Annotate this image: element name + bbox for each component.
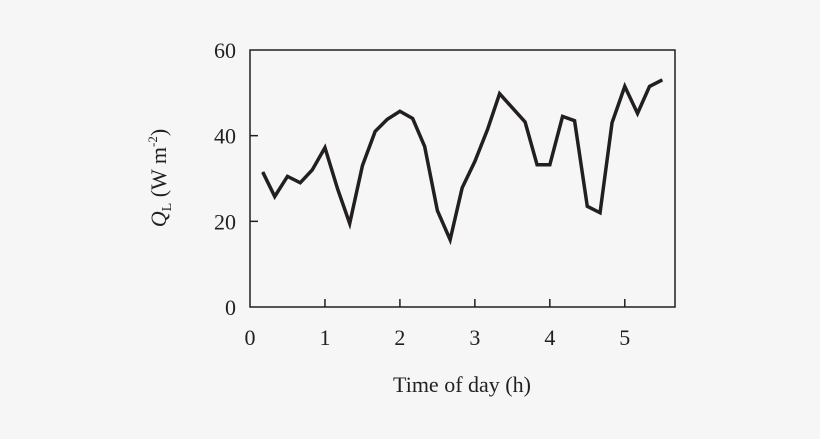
y-tick-label: 0	[225, 295, 236, 320]
data-point	[424, 145, 426, 147]
data-point	[549, 164, 551, 166]
plot-frame	[249, 49, 676, 308]
data-point	[436, 210, 438, 212]
data-point	[337, 188, 339, 190]
data-point	[586, 205, 588, 207]
data-point	[361, 165, 363, 167]
data-point	[461, 187, 463, 189]
y-tick-label: 60	[214, 38, 236, 63]
data-point	[386, 118, 388, 120]
data-point	[511, 107, 513, 109]
data-point	[524, 121, 526, 123]
data-point	[637, 112, 639, 114]
data-point	[374, 130, 376, 132]
data-point	[536, 164, 538, 166]
x-tick-label: 3	[469, 325, 480, 350]
data-point	[262, 171, 264, 173]
x-tick-label: 0	[245, 325, 256, 350]
y-tick-label: 20	[214, 209, 236, 234]
x-tick-label: 1	[319, 325, 330, 350]
data-point	[474, 160, 476, 162]
data-point	[311, 169, 313, 171]
data-point	[574, 120, 576, 122]
series-line	[261, 78, 664, 246]
data-point	[349, 222, 351, 224]
data-point	[286, 175, 288, 177]
data-point	[399, 110, 401, 112]
x-axis-label: Time of day (h)	[393, 372, 531, 397]
data-point	[611, 122, 613, 124]
data-point	[562, 115, 564, 117]
y-axis-label: QL (W m-2)	[145, 129, 175, 227]
data-point	[324, 147, 326, 149]
y-tick-label: 40	[214, 124, 236, 149]
x-tick-label: 2	[394, 325, 405, 350]
data-point	[299, 182, 301, 184]
data-point	[499, 93, 501, 95]
x-tick-label: 4	[544, 325, 555, 350]
data-point	[599, 212, 601, 214]
data-point	[649, 85, 651, 87]
data-point	[412, 118, 414, 120]
data-point	[449, 239, 451, 241]
x-tick-label: 5	[619, 325, 630, 350]
data-point	[624, 85, 626, 87]
data-point	[274, 195, 276, 197]
data-point	[661, 79, 663, 81]
data-point	[487, 128, 489, 130]
